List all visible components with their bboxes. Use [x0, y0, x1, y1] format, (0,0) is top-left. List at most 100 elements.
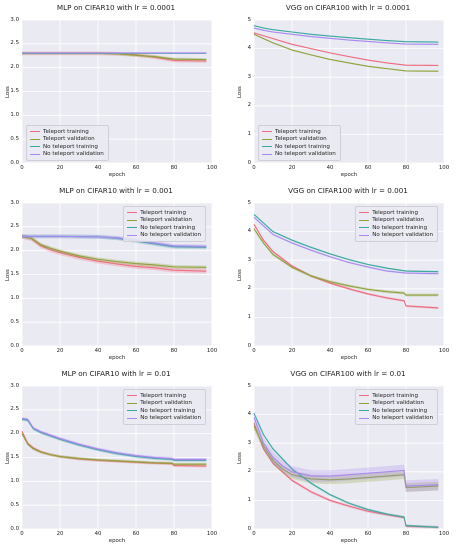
chart-legend: Teleport training Teleport validation No t… — [355, 389, 438, 425]
y-tick-label: 0 — [247, 525, 251, 532]
x-tick-label: 20 — [288, 531, 296, 537]
y-tick-label: 1.5 — [10, 271, 19, 277]
chart-panel-3: MLP on CIFAR10 with lr = 0.001 0 20 40 60 80 1… — [0, 183, 232, 366]
y-tick-label: 4 — [247, 45, 251, 52]
series-band-3 — [22, 234, 207, 250]
y-tick-label: 5 — [247, 16, 251, 23]
x-tick-label: 40 — [94, 165, 102, 171]
legend-item: Teleport validation — [127, 217, 201, 225]
legend-swatch — [30, 153, 40, 155]
legend-swatch — [359, 417, 370, 419]
y-tick-label: 4 — [247, 228, 251, 235]
x-axis-label: epoch — [340, 538, 358, 544]
legend-swatch — [359, 219, 370, 221]
y-tick-label: 0.0 — [10, 525, 19, 532]
legend-label: Teleport training — [43, 128, 89, 135]
legend-swatch — [127, 402, 138, 404]
x-tick-label: 40 — [94, 348, 102, 354]
chart-panel-2: VGG on CIFAR100 with lr = 0.0001 0 20 40 60 8… — [232, 0, 464, 183]
x-tick-label: 100 — [438, 531, 450, 537]
legend-swatch — [262, 138, 272, 140]
series-band-1 — [22, 51, 207, 63]
series-band-2 — [254, 421, 439, 492]
legend-label: No teleport validation — [43, 151, 104, 158]
legend-swatch — [359, 410, 370, 412]
x-tick-label: 80 — [170, 348, 178, 354]
x-tick-label: 60 — [132, 348, 140, 354]
y-tick-label: 3 — [247, 256, 251, 263]
legend-label: No teleport training — [140, 407, 196, 414]
legend-label: Teleport validation — [43, 136, 95, 143]
x-tick-label: 100 — [438, 165, 450, 171]
y-tick-label: 5 — [247, 382, 251, 389]
y-tick-label: 1 — [247, 496, 251, 503]
y-tick-label: 3.0 — [10, 16, 19, 23]
legend-item: Teleport training — [262, 128, 336, 136]
legend-label: Teleport training — [372, 209, 419, 216]
chart-legend: Teleport training Teleport validation No t… — [26, 125, 109, 161]
chart-svg — [253, 385, 445, 530]
series-line-4 — [253, 27, 439, 45]
x-axis-label: epoch — [340, 355, 358, 361]
legend-label: No teleport training — [275, 143, 330, 150]
y-tick-label: 2 — [247, 285, 251, 292]
chart-title: VGG on CIFAR100 with lr = 0.0001 — [285, 3, 411, 12]
chart-legend: Teleport training Teleport validation No t… — [123, 206, 206, 242]
y-tick-label: 2.0 — [10, 247, 19, 254]
legend-swatch — [127, 395, 138, 397]
x-tick-label: 60 — [364, 165, 372, 171]
legend-swatch — [127, 219, 138, 221]
series-line-4 — [253, 417, 439, 487]
series-line-2 — [253, 228, 439, 296]
y-axis-label: Loss — [237, 451, 243, 464]
x-tick-label: 80 — [402, 348, 410, 354]
legend-label: No teleport training — [140, 224, 196, 231]
legend-item: No teleport validation — [127, 232, 201, 240]
legend-item: Teleport validation — [262, 136, 336, 144]
y-tick-label: 0.0 — [10, 342, 19, 349]
series-line-4 — [21, 417, 207, 460]
legend-swatch — [359, 395, 370, 397]
y-tick-label: 2 — [247, 468, 251, 475]
series-line-2 — [21, 433, 207, 465]
y-axis-label: Loss — [5, 268, 11, 281]
y-tick-label: 1.5 — [10, 88, 19, 94]
legend-item: No teleport validation — [359, 232, 433, 240]
y-tick-label: 2.5 — [10, 223, 19, 230]
legend-item: No teleport training — [127, 407, 201, 415]
legend-item: No teleport training — [127, 224, 201, 232]
y-tick-label: 1.0 — [10, 294, 19, 301]
x-tick-label: 80 — [170, 165, 178, 171]
legend-label: No teleport training — [372, 224, 428, 231]
legend-item: No teleport training — [359, 407, 433, 415]
legend-label: No teleport training — [372, 407, 428, 414]
legend-swatch — [30, 146, 40, 148]
y-tick-label: 3.0 — [10, 199, 19, 206]
x-tick-label: 60 — [132, 165, 140, 171]
series-band-1 — [22, 233, 207, 274]
series-band-4 — [22, 234, 207, 249]
y-tick-label: 1 — [247, 130, 251, 137]
y-tick-label: 4 — [247, 411, 251, 418]
x-tick-label: 0 — [252, 531, 256, 537]
x-tick-label: 40 — [326, 348, 334, 354]
y-tick-label: 1.0 — [10, 111, 19, 118]
x-tick-label: 20 — [56, 348, 64, 354]
y-tick-label: 0.5 — [10, 318, 19, 325]
chart-panel-6: VGG on CIFAR100 with lr = 0.01 0 20 40 60 80 1… — [232, 366, 464, 549]
legend-label: Teleport validation — [372, 217, 424, 224]
series-band-2 — [22, 51, 207, 61]
legend-item: Teleport validation — [127, 400, 201, 408]
x-tick-label: 80 — [170, 531, 178, 537]
legend-item: Teleport validation — [359, 217, 433, 225]
x-tick-label: 0 — [20, 348, 24, 354]
chart-svg — [253, 202, 445, 347]
legend-swatch — [30, 138, 40, 140]
y-tick-label: 3.0 — [10, 382, 19, 389]
legend-label: No teleport validation — [372, 232, 433, 239]
x-tick-label: 0 — [252, 165, 256, 171]
legend-label: Teleport training — [275, 128, 321, 135]
legend-swatch — [127, 417, 138, 419]
legend-item: Teleport validation — [359, 400, 433, 408]
legend-swatch — [127, 212, 138, 214]
